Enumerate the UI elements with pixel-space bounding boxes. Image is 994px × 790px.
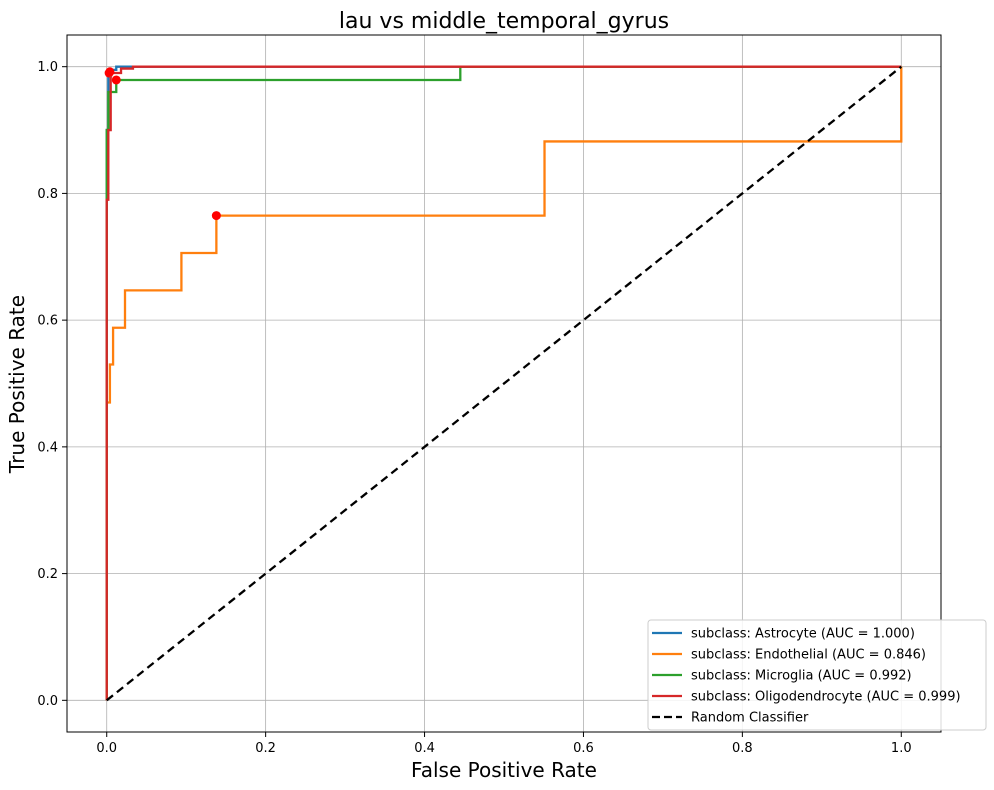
x-tick-label: 1.0 [891, 741, 912, 756]
series-line-random-classifier [106, 65, 902, 702]
threshold-marker-subclass-microglia-auc-0-992 [111, 75, 121, 85]
threshold-marker-subclass-oligodendrocyte-auc-0-999 [105, 67, 115, 77]
series-group [104, 65, 903, 702]
legend-label: subclass: Oligodendrocyte (AUC = 0.999) [691, 690, 961, 705]
legend-label: subclass: Astrocyte (AUC = 1.000) [691, 627, 915, 642]
grid-lines [67, 35, 941, 732]
y-axis-label: True Positive Rate [5, 295, 29, 474]
legend-box [647, 619, 987, 731]
threshold-marker-subclass-endothelial-auc-0-846 [211, 211, 221, 221]
x-tick-label: 0.8 [732, 741, 753, 756]
x-tick-label: 0.2 [255, 741, 276, 756]
y-tick-label: 0.0 [37, 694, 58, 709]
y-tick-label: 0.4 [37, 440, 58, 455]
y-tick-label: 1.0 [37, 60, 58, 75]
x-tick-label: 0.4 [414, 741, 435, 756]
y-tick-label: 0.8 [37, 187, 58, 202]
legend: subclass: Astrocyte (AUC = 1.000) subclas… [647, 619, 987, 731]
x-tick-label: 0.0 [96, 741, 117, 756]
x-tick-label: 0.6 [573, 741, 594, 756]
y-tick-label: 0.6 [37, 314, 58, 329]
series-line-subclass-endothelial-auc-0-846 [105, 66, 903, 701]
legend-label: subclass: Microglia (AUC = 0.992) [691, 669, 912, 684]
tick-group: 0.0 0.2 0.4 0.6 0.8 1.0 0.0 0.2 0.4 0.6 0.8 1.0 [37, 60, 911, 756]
x-axis-label: False Positive Rate [411, 758, 597, 782]
y-tick-label: 0.2 [37, 567, 58, 582]
chart-title: lau vs middle_temporal_gyrus [339, 9, 669, 34]
legend-label: subclass: Endothelial (AUC = 0.846) [691, 648, 926, 663]
plot-frame [66, 34, 942, 733]
legend-label: Random Classifier [691, 711, 809, 726]
